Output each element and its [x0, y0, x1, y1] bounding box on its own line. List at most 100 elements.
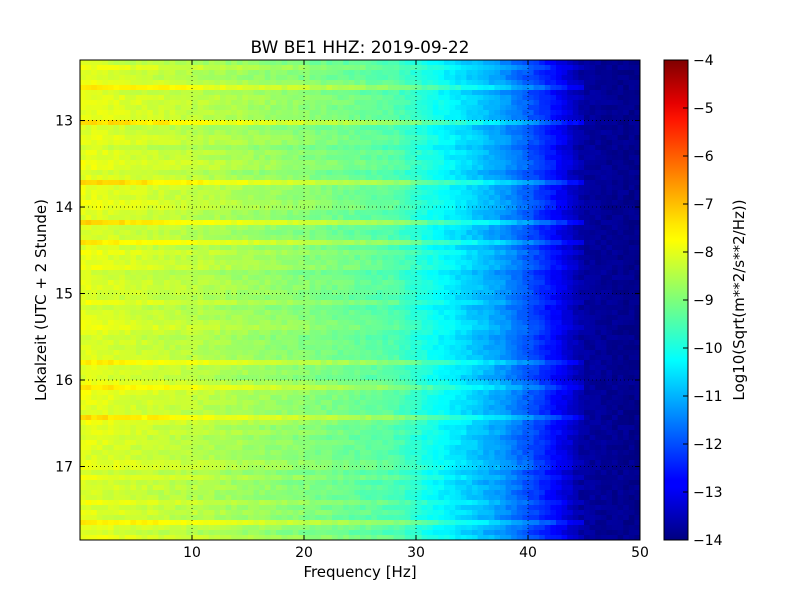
heatmap-cell [304, 260, 311, 266]
heatmap-cell [410, 235, 417, 241]
heatmap-cell [404, 130, 411, 136]
heatmap-cell [460, 165, 467, 171]
heatmap-cell [337, 60, 344, 66]
heatmap-cell [393, 70, 400, 76]
heatmap-cell [460, 205, 467, 211]
heatmap-cell [124, 220, 131, 226]
heatmap-cell [617, 90, 624, 96]
heatmap-cell [404, 260, 411, 266]
heatmap-cell [623, 245, 630, 251]
heatmap-cell [164, 295, 171, 301]
heatmap-cell [253, 85, 260, 91]
heatmap-cell [91, 275, 98, 281]
heatmap-cell [270, 165, 277, 171]
heatmap-cell [388, 275, 395, 281]
heatmap-cell [231, 115, 238, 121]
heatmap-cell [505, 110, 512, 116]
heatmap-cell [309, 225, 316, 231]
heatmap-cell [225, 295, 232, 301]
heatmap-cell [124, 105, 131, 111]
heatmap-cell [494, 75, 501, 81]
heatmap-cell [438, 195, 445, 201]
heatmap-cell [309, 145, 316, 151]
heatmap-cell [197, 190, 204, 196]
heatmap-cell [197, 70, 204, 76]
heatmap-cell [606, 265, 613, 271]
heatmap-cell [472, 245, 479, 251]
heatmap-cell [494, 85, 501, 91]
heatmap-cell [136, 275, 143, 281]
heatmap-cell [141, 245, 148, 251]
heatmap-cell [371, 75, 378, 81]
heatmap-cell [382, 60, 389, 66]
heatmap-cell [152, 90, 159, 96]
heatmap-cell [572, 100, 579, 106]
heatmap-cell [595, 290, 602, 296]
heatmap-cell [561, 240, 568, 246]
heatmap-cell [572, 230, 579, 236]
heatmap-cell [287, 305, 294, 311]
heatmap-cell [438, 130, 445, 136]
heatmap-cell [343, 110, 350, 116]
heatmap-cell [623, 265, 630, 271]
heatmap-cell [561, 210, 568, 216]
heatmap-cell [516, 265, 523, 271]
heatmap-cell [365, 185, 372, 191]
heatmap-cell [281, 270, 288, 276]
heatmap-cell [136, 145, 143, 151]
heatmap-cell [304, 135, 311, 141]
heatmap-cell [466, 285, 473, 291]
heatmap-cell [516, 110, 523, 116]
heatmap-cell [528, 195, 535, 201]
heatmap-cell [320, 230, 327, 236]
heatmap-cell [539, 280, 546, 286]
heatmap-cell [539, 275, 546, 281]
heatmap-cell [432, 120, 439, 126]
heatmap-cell [102, 220, 109, 226]
heatmap-cell [214, 165, 221, 171]
heatmap-cell [264, 205, 271, 211]
heatmap-cell [365, 235, 372, 241]
heatmap-cell [192, 105, 199, 111]
heatmap-cell [449, 70, 456, 76]
heatmap-cell [141, 130, 148, 136]
heatmap-cell [539, 155, 546, 161]
heatmap-cell [203, 205, 210, 211]
heatmap-cell [320, 305, 327, 311]
heatmap-cell [393, 260, 400, 266]
heatmap-cell [242, 285, 249, 291]
heatmap-cell [623, 100, 630, 106]
heatmap-cell [108, 285, 115, 291]
heatmap-cell [365, 295, 372, 301]
heatmap-cell [220, 185, 227, 191]
heatmap-cell [606, 290, 613, 296]
heatmap-cell [203, 230, 210, 236]
heatmap-cell [259, 60, 266, 66]
heatmap-cell [634, 260, 640, 266]
heatmap-cell [169, 235, 176, 241]
heatmap-cell [309, 240, 316, 246]
heatmap-cell [113, 85, 120, 91]
heatmap-cell [102, 160, 109, 166]
heatmap-cell [567, 65, 574, 71]
heatmap-cell [197, 60, 204, 66]
heatmap-cell [483, 155, 490, 161]
heatmap-cell [102, 105, 109, 111]
heatmap-cell [208, 120, 215, 126]
heatmap-cell [572, 215, 579, 221]
heatmap-cell [572, 65, 579, 71]
heatmap-cell [264, 105, 271, 111]
heatmap-cell [119, 200, 126, 206]
heatmap-cell [634, 200, 640, 206]
heatmap-cell [365, 65, 372, 71]
heatmap-cell [544, 265, 551, 271]
heatmap-cell [141, 70, 148, 76]
heatmap-cell [315, 95, 322, 101]
heatmap-cell [483, 225, 490, 231]
heatmap-cell [606, 135, 613, 141]
heatmap-cell [298, 80, 305, 86]
heatmap-cell [432, 250, 439, 256]
heatmap-cell [539, 90, 546, 96]
heatmap-cell [203, 280, 210, 286]
heatmap-cell [410, 135, 417, 141]
